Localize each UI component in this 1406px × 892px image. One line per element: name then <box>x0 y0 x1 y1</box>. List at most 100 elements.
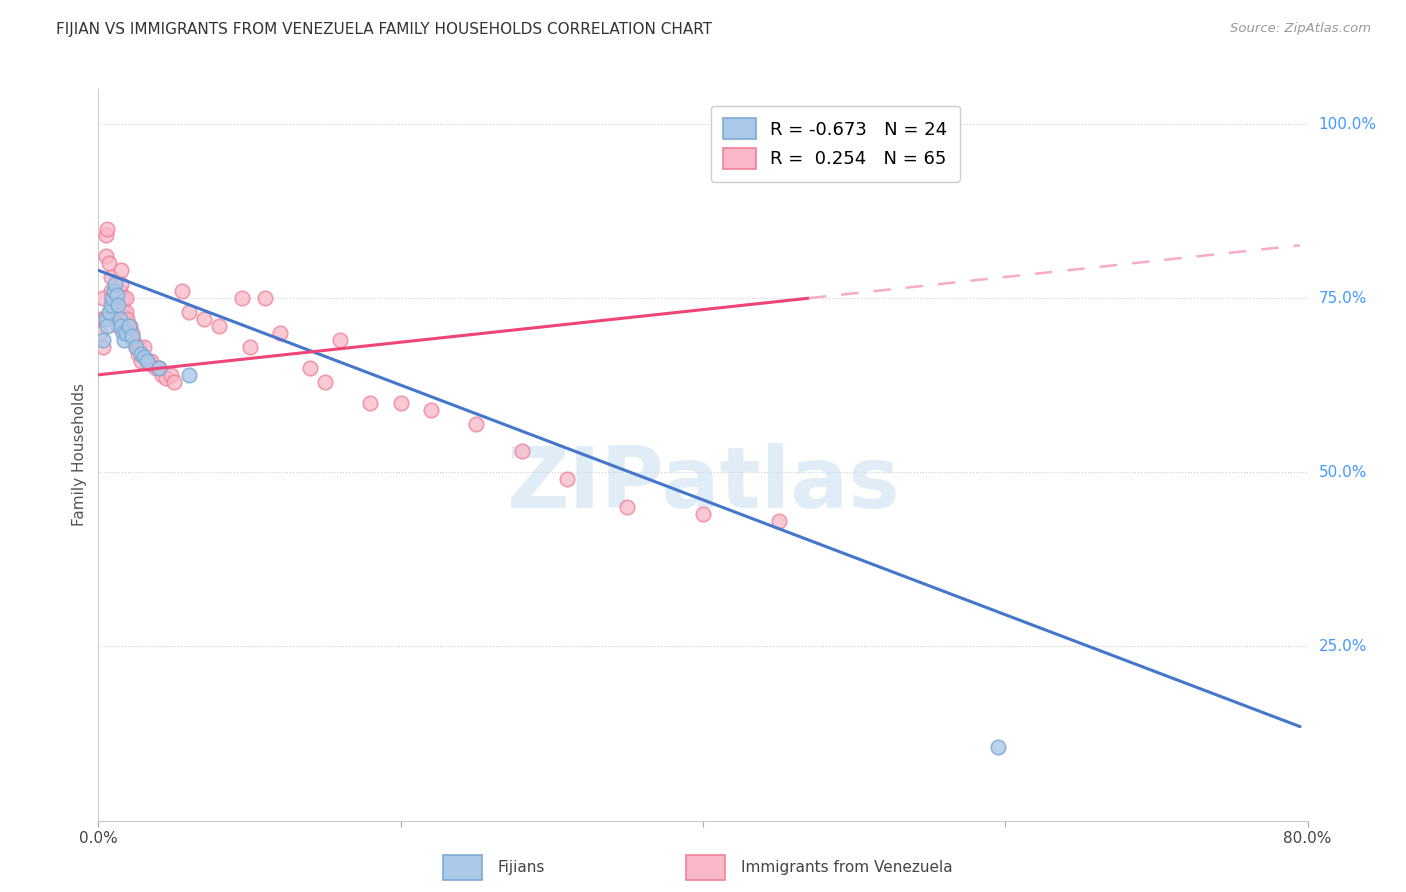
Point <box>108 312 131 326</box>
Point <box>329 333 352 347</box>
Point <box>103 284 125 298</box>
Point <box>120 319 142 334</box>
Point <box>104 291 127 305</box>
Point <box>94 249 117 263</box>
Point <box>692 507 714 521</box>
Point <box>231 291 253 305</box>
Point <box>239 340 262 354</box>
Point <box>101 291 124 305</box>
Point <box>98 305 121 319</box>
Point <box>94 228 117 243</box>
Point <box>98 256 121 270</box>
Point <box>105 312 128 326</box>
Text: Immigrants from Venezuela: Immigrants from Venezuela <box>741 860 953 874</box>
Point <box>93 312 115 326</box>
Point <box>111 326 134 340</box>
Point <box>115 312 138 326</box>
Point <box>987 740 1010 755</box>
Point <box>96 319 118 334</box>
Point <box>118 326 141 340</box>
Point <box>132 351 155 365</box>
Text: Fijians: Fijians <box>498 860 546 874</box>
Text: 100.0%: 100.0% <box>1319 117 1376 131</box>
Text: 50.0%: 50.0% <box>1319 465 1367 480</box>
Point <box>125 340 148 354</box>
Point <box>96 221 118 235</box>
Point <box>108 284 131 298</box>
Point <box>314 375 336 389</box>
Point <box>208 319 231 334</box>
Text: 25.0%: 25.0% <box>1319 639 1367 654</box>
Point <box>135 354 157 368</box>
Point <box>299 360 322 375</box>
Point <box>103 305 125 319</box>
Point <box>555 472 578 486</box>
Point <box>114 326 136 340</box>
Point <box>148 360 170 375</box>
Point <box>141 354 163 368</box>
Point <box>269 326 291 340</box>
Point <box>111 291 134 305</box>
Point <box>465 417 488 431</box>
Y-axis label: Family Households: Family Households <box>72 384 87 526</box>
Point <box>163 375 186 389</box>
Point <box>112 312 135 326</box>
Point <box>150 368 173 382</box>
Point <box>114 291 136 305</box>
Point <box>129 354 152 368</box>
Point <box>127 347 149 361</box>
Point <box>121 326 143 340</box>
Point <box>616 500 638 515</box>
Point <box>112 333 135 347</box>
Point <box>89 326 111 340</box>
Point <box>160 368 183 382</box>
Text: ZIPatlas: ZIPatlas <box>506 442 900 525</box>
Point <box>110 277 132 292</box>
Text: 75.0%: 75.0% <box>1319 291 1367 306</box>
Point <box>104 277 127 292</box>
Point <box>107 298 129 312</box>
Point <box>510 444 533 458</box>
Point <box>101 291 124 305</box>
Point <box>177 305 201 319</box>
Point <box>118 319 141 334</box>
Point <box>91 340 114 354</box>
Point <box>768 514 790 528</box>
Point <box>125 340 148 354</box>
Point <box>91 333 114 347</box>
Point <box>94 312 117 326</box>
Point <box>90 312 112 326</box>
Point <box>128 340 150 354</box>
Point <box>145 360 167 375</box>
Point <box>148 360 170 375</box>
Point <box>105 287 128 301</box>
Point <box>419 402 441 417</box>
Point <box>129 347 152 361</box>
Point <box>389 395 412 409</box>
Legend: R = -0.673   N = 24, R =  0.254   N = 65: R = -0.673 N = 24, R = 0.254 N = 65 <box>710 105 960 182</box>
Point <box>170 284 193 298</box>
Point <box>110 263 132 277</box>
Point <box>135 354 157 368</box>
Point <box>139 357 162 371</box>
Point <box>100 298 122 312</box>
Point <box>107 319 129 334</box>
Point <box>253 291 276 305</box>
Point <box>360 395 382 409</box>
Text: FIJIAN VS IMMIGRANTS FROM VENEZUELA FAMILY HOUSEHOLDS CORRELATION CHART: FIJIAN VS IMMIGRANTS FROM VENEZUELA FAMI… <box>56 22 713 37</box>
Point <box>105 298 128 312</box>
Point <box>91 291 114 305</box>
Point <box>193 312 215 326</box>
Point <box>177 368 201 382</box>
Point <box>121 329 143 343</box>
Point <box>110 319 132 334</box>
Point <box>132 340 155 354</box>
Point <box>114 305 136 319</box>
Point <box>122 333 145 347</box>
Point <box>111 305 134 319</box>
Point <box>155 371 177 385</box>
Point <box>100 284 122 298</box>
Text: Source: ZipAtlas.com: Source: ZipAtlas.com <box>1230 22 1371 36</box>
Point <box>103 284 125 298</box>
Point <box>100 270 122 285</box>
